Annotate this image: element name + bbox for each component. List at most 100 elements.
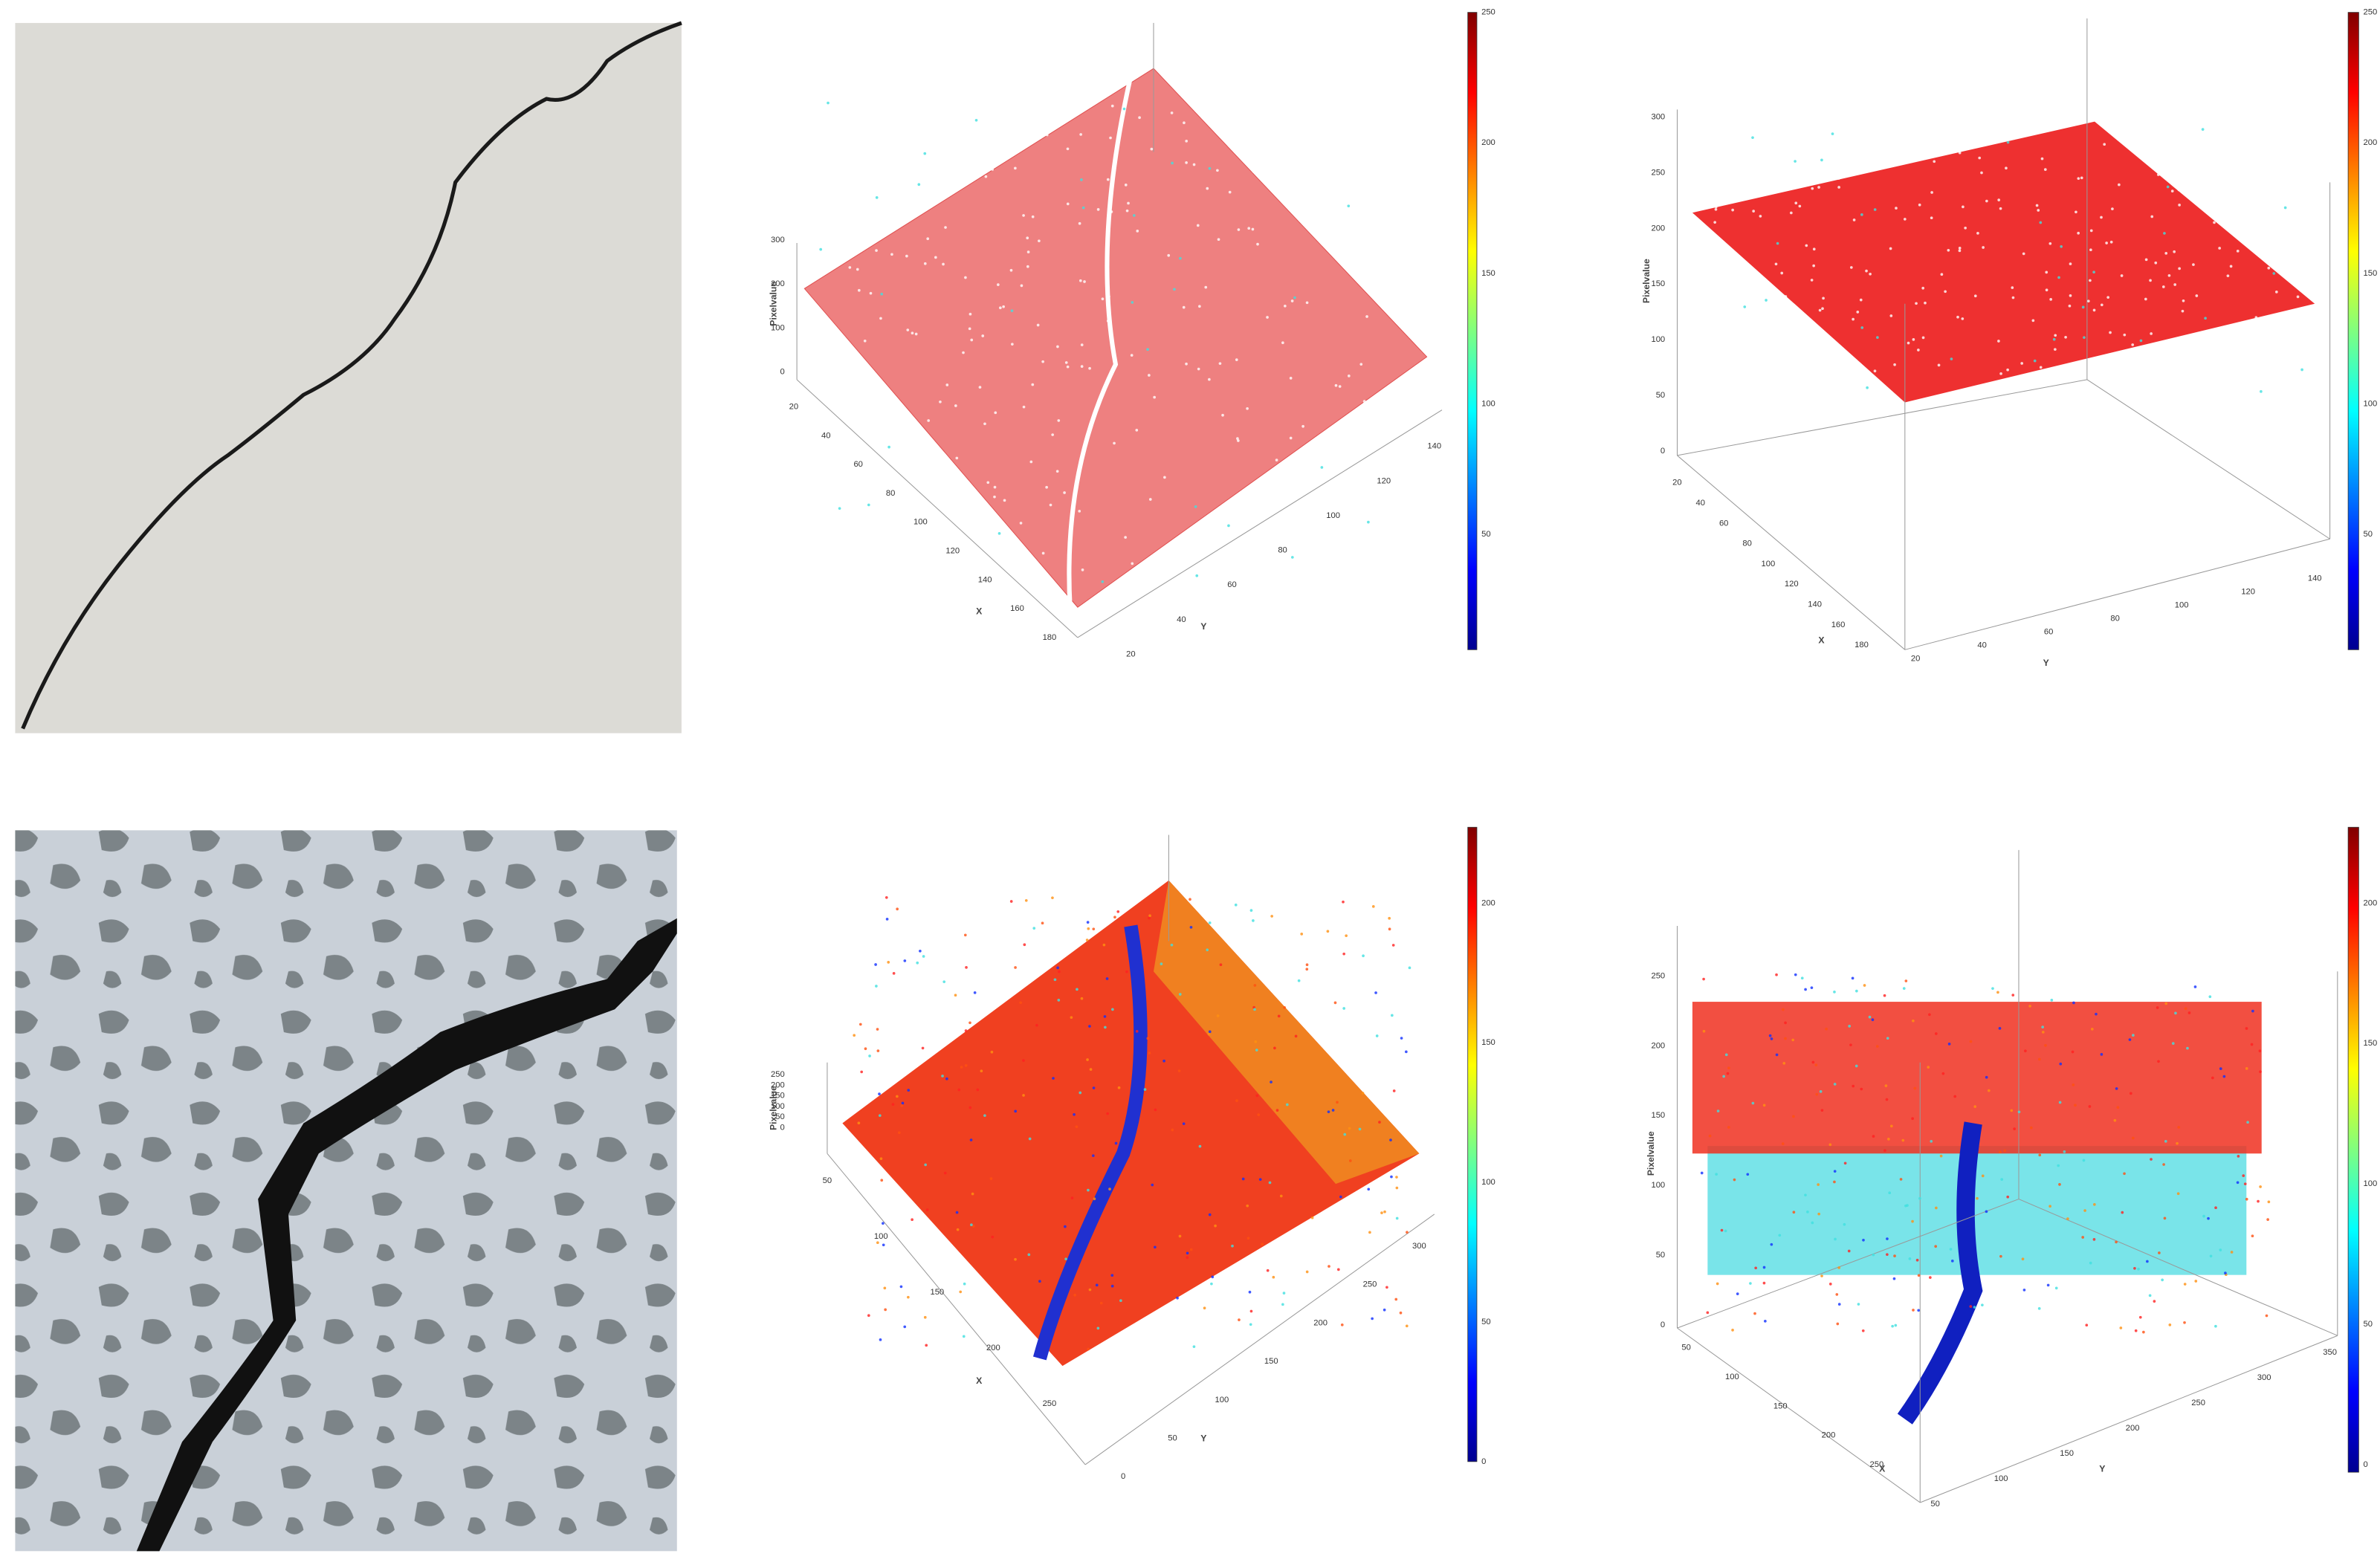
point (1024, 898, 1028, 902)
point (1340, 451, 1344, 455)
point (1837, 177, 1840, 180)
tick-label: 100 (1326, 511, 1340, 520)
point (1211, 1275, 1215, 1279)
point (1019, 1001, 1022, 1005)
point (2141, 129, 2145, 132)
point (1731, 208, 1734, 212)
point (1163, 476, 1166, 479)
point (858, 1023, 862, 1026)
point (1743, 305, 1747, 308)
point (2168, 1323, 2172, 1326)
point (2123, 1172, 2126, 1176)
point (2092, 308, 2096, 312)
colorbar-tick-label: 50 (2364, 530, 2373, 539)
point (1950, 357, 1953, 360)
point (1849, 1043, 1852, 1047)
point (1887, 1138, 1890, 1141)
point (1261, 1242, 1264, 1246)
point (1964, 226, 1967, 230)
point (1308, 583, 1312, 586)
point (1405, 1324, 1409, 1328)
point (1391, 944, 1395, 947)
point (1861, 1329, 1865, 1332)
point (1937, 363, 1941, 367)
point (2066, 1217, 2069, 1220)
point (2068, 304, 2072, 308)
point (1806, 1210, 1809, 1214)
point (2109, 240, 2113, 244)
point (1837, 1266, 1841, 1269)
point (2245, 1197, 2248, 1201)
point (1333, 204, 1336, 208)
point (1313, 464, 1316, 467)
tick-label: 100 (1762, 560, 1776, 568)
point (1810, 327, 1813, 330)
point (907, 1295, 910, 1299)
point (1093, 1197, 1096, 1201)
point (2173, 129, 2176, 133)
point (1283, 1006, 1286, 1009)
tick-label: 300 (1651, 113, 1665, 122)
point (957, 1088, 961, 1092)
point (1868, 1015, 1872, 1019)
point (1135, 429, 1139, 432)
point (1146, 348, 1149, 351)
point (1385, 1286, 1388, 1289)
point (2237, 325, 2240, 329)
point (915, 90, 919, 94)
point (2253, 207, 2257, 210)
point (1234, 903, 1238, 907)
point (1727, 340, 1730, 343)
point (970, 338, 974, 342)
point (1208, 921, 1212, 924)
point (2133, 1266, 2136, 1270)
point (1904, 979, 1908, 982)
point (1899, 1178, 1903, 1181)
point (964, 276, 967, 279)
point (890, 253, 893, 256)
point (2050, 999, 2054, 1002)
point (892, 972, 896, 975)
point (1885, 1098, 1889, 1101)
point (1293, 296, 1296, 299)
box-edge (1677, 1199, 2020, 1329)
point (2031, 319, 2035, 323)
point (2146, 364, 2150, 368)
point (2063, 1150, 2066, 1153)
point (1101, 297, 1105, 301)
point (1041, 551, 1045, 555)
point (1976, 232, 1979, 235)
point (1282, 1292, 1286, 1295)
colorbar-tick-label: 150 (2364, 1039, 2378, 1048)
point (2100, 363, 2103, 366)
point (2297, 184, 2300, 188)
point (2029, 1126, 2033, 1130)
point (971, 1192, 974, 1196)
tick-label: 60 (1227, 580, 1236, 589)
point (1189, 898, 1191, 901)
point (1235, 358, 1238, 361)
point (2106, 296, 2109, 299)
point (1817, 1212, 1821, 1216)
point (1108, 1187, 1111, 1190)
point (2077, 231, 2080, 235)
point (2222, 181, 2225, 184)
point (1247, 227, 1251, 230)
point (2161, 377, 2164, 380)
point (2083, 336, 2086, 340)
tick-label: 60 (2044, 627, 2053, 636)
point (960, 1066, 963, 1069)
point (2139, 339, 2143, 343)
point (2192, 128, 2196, 132)
point (1249, 909, 1253, 912)
point (1178, 993, 1182, 996)
surface (1153, 880, 1420, 1185)
point (857, 288, 861, 292)
point (1852, 1084, 1855, 1088)
point (1892, 1277, 1896, 1280)
point (896, 1095, 899, 1098)
point (1387, 528, 1390, 531)
point (1297, 979, 1301, 982)
tick-label: 200 (2126, 1424, 2140, 1433)
